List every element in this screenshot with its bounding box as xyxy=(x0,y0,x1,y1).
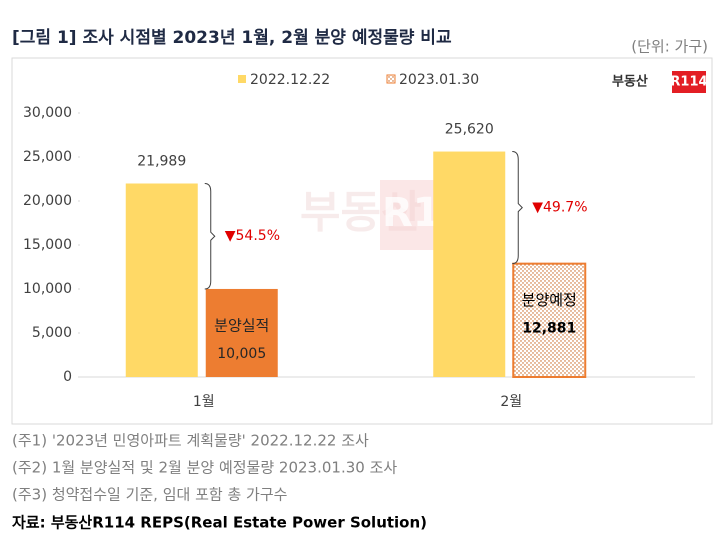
x-tick-label: 2월 xyxy=(500,394,522,410)
y-tick-label: 15,000 xyxy=(23,237,72,253)
legend-label: 2022.12.22 xyxy=(250,72,330,88)
logo: R114 xyxy=(670,75,707,90)
y-tick-label: 5,000 xyxy=(32,325,72,341)
bar xyxy=(433,151,506,377)
y-tick-label: 20,000 xyxy=(23,193,72,209)
inside-label: 분양예정 xyxy=(522,291,577,309)
note: (주1) '2023년 민영아파트 계획물량' 2022.12.22 조사 xyxy=(12,432,369,450)
logo-box xyxy=(672,71,706,93)
legend-marker xyxy=(238,75,246,83)
inside-label: 분양실적 xyxy=(214,316,269,334)
source: 자료: 부동산R114 REPS(Real Estate Power Solut… xyxy=(12,514,427,532)
bar xyxy=(512,262,587,378)
value-label: 10,005 xyxy=(217,346,266,362)
note: (주2) 1월 분양실적 및 2월 분양 예정물량 2023.01.30 조사 xyxy=(12,459,397,477)
value-label: 25,620 xyxy=(445,122,494,138)
bracket xyxy=(512,151,523,265)
legend-marker xyxy=(386,74,396,84)
change-label: ▼49.7% xyxy=(532,200,587,216)
y-tick-label: 30,000 xyxy=(23,105,72,121)
change-label: ▼54.5% xyxy=(225,228,280,244)
unit-label: (단위: 가구) xyxy=(631,38,708,56)
bracket xyxy=(204,182,216,290)
note: (주3) 청약접수일 기준, 임대 포함 총 가구수 xyxy=(12,486,287,504)
logo: 부동산 xyxy=(612,74,648,90)
bar xyxy=(205,288,278,377)
y-tick-label: 25,000 xyxy=(23,149,72,165)
value-label: 21,989 xyxy=(137,153,186,169)
bar xyxy=(125,183,198,377)
y-tick-label: 10,000 xyxy=(23,281,72,297)
x-tick-label: 1월 xyxy=(193,394,215,410)
plot-frame xyxy=(11,57,713,425)
y-tick-label: 0 xyxy=(63,369,72,385)
chart-title: [그림 1] 조사 시점별 2023년 1월, 2월 분양 예정물량 비교 xyxy=(12,28,452,48)
legend-label: 2023.01.30 xyxy=(399,72,479,88)
value-label: 12,881 xyxy=(522,321,576,337)
